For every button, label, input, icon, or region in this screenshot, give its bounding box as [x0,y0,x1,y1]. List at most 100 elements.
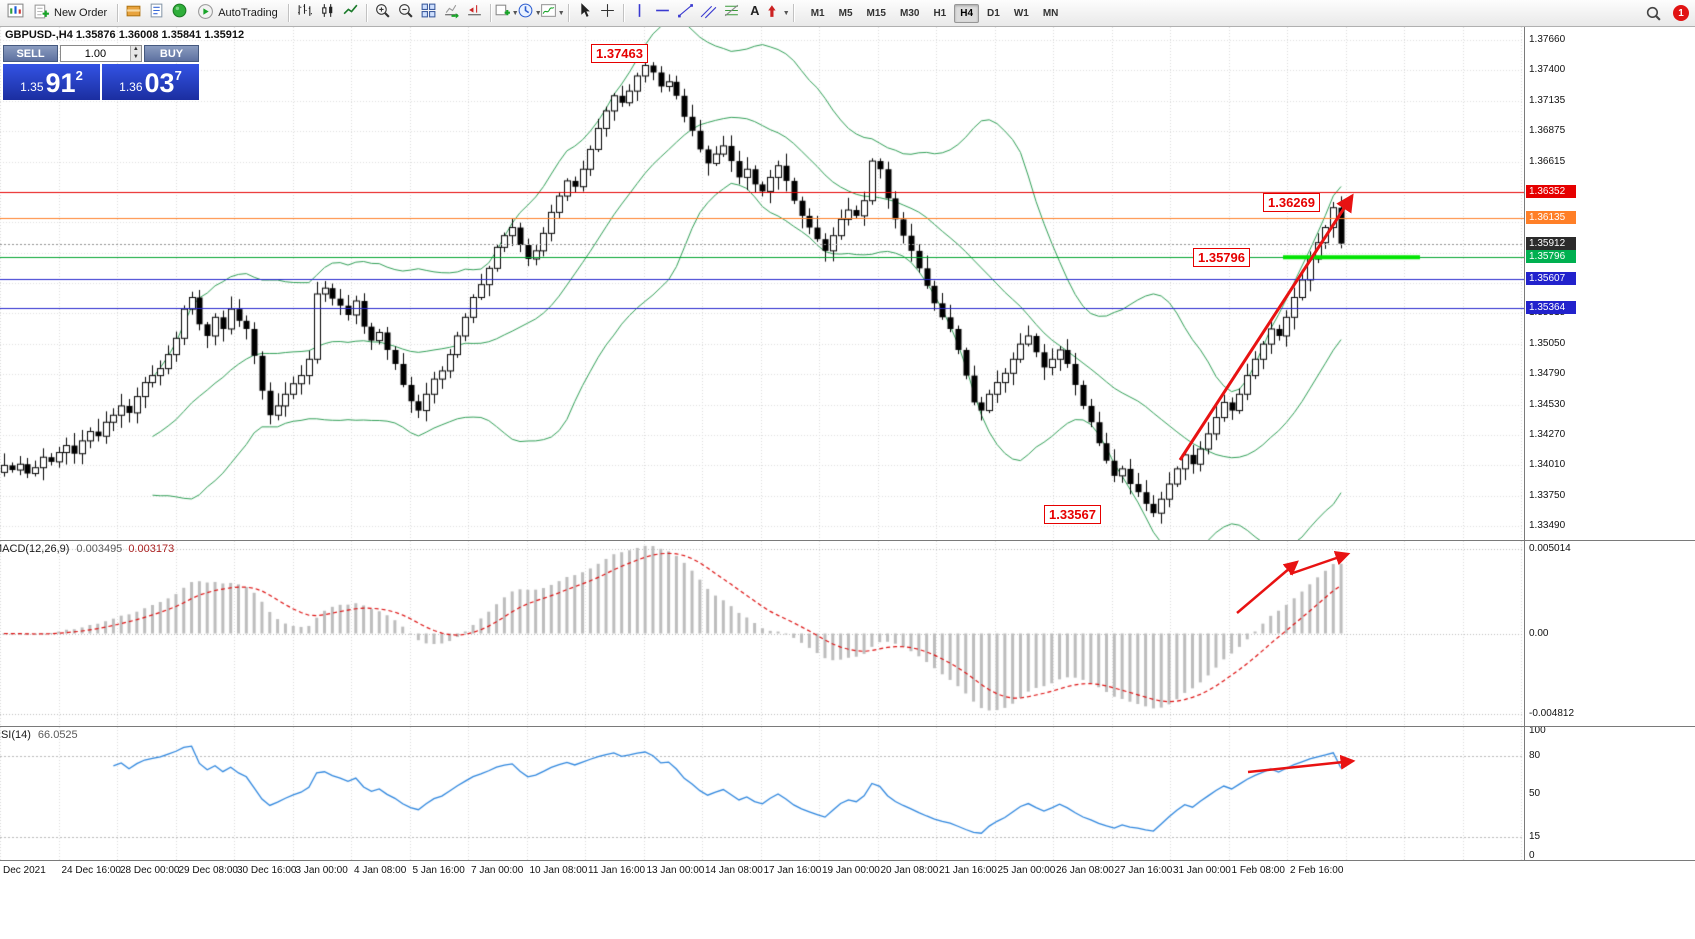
price-axis-label: 1.34530 [1529,398,1566,410]
script-icon [148,2,165,24]
chevron-down-icon: ▼ [557,9,565,17]
autotrading-button[interactable]: AutoTrading [191,2,284,24]
vertical-line-icon[interactable] [628,2,651,24]
price-axis-label: 1.34270 [1529,429,1566,441]
time-axis-label: 28 Dec 00:00 [120,865,180,876]
arrows-icon[interactable]: ▼ [766,2,790,24]
timeframe-m1-button[interactable]: M1 [810,7,825,19]
volume-spinner: ▲ ▼ [129,46,141,61]
price-annotation[interactable]: 1.33567 [1044,505,1101,524]
script-icon[interactable] [145,2,168,24]
buy-button[interactable]: BUY [144,45,199,62]
vertical-line-icon [631,2,648,24]
rsi-pane: RSI(14) 66.0525 [0,727,1524,860]
rsi-name: RSI(14) [0,729,31,741]
autotrading-button-label: AutoTrading [218,7,278,19]
chart-shift-icon[interactable] [463,2,486,24]
rsi-canvas[interactable] [0,727,1524,860]
rsi-value: 66.0525 [37,729,78,741]
zoom-out-icon[interactable] [394,2,417,24]
sell-button[interactable]: SELL [3,45,58,62]
line-chart-icon[interactable] [339,2,362,24]
buy-price-display[interactable]: 1.36 03 7 [102,64,199,100]
volume-field: ▲ ▼ [60,45,142,62]
toolbar: New Order AutoTrading ▼ ▼ ▼ A ▼ M1 M5 M15 M30 H1 H4… [0,0,1695,27]
bar-chart-icon [296,2,313,24]
rsi-axis-label: 100 [1529,725,1546,736]
indicators-button[interactable]: ▼ [540,2,565,24]
candlestick-chart-icon[interactable] [316,2,339,24]
time-axis-label: 5 Jan 16:00 [412,865,465,876]
tile-windows-icon[interactable] [417,2,440,24]
horizontal-line-icon [654,2,671,24]
timeframe-d1-button[interactable]: D1 [987,7,1000,19]
macd-main-value: 0.003495 [76,543,123,555]
zoom-out-icon [397,2,414,24]
timeframe-w1-button[interactable]: W1 [1013,7,1029,19]
timeframe-h1-button[interactable]: H1 [933,7,947,19]
time-axis-label: Dec 2021 [3,865,46,876]
bar-chart-icon[interactable] [293,2,316,24]
volume-input[interactable] [61,46,130,61]
zoom-in-icon[interactable] [371,2,394,24]
time-axis-label: 20 Jan 08:00 [880,865,939,876]
price-axis-label: 1.33490 [1529,520,1566,531]
pane-separator[interactable] [0,540,1695,541]
new-order-button[interactable]: New Order [27,2,113,24]
new-chart-button[interactable]: ▼ [494,2,519,24]
trendline-icon[interactable] [674,2,697,24]
notification-badge[interactable]: 1 [1673,5,1689,21]
auto-scroll-icon[interactable] [440,2,463,24]
time-axis-label: 27 Jan 16:00 [1114,865,1173,876]
market-icon[interactable] [122,2,145,24]
horizontal-line-icon[interactable] [651,2,674,24]
pane-separator[interactable] [0,860,1695,861]
time-axis-label: 1 Feb 08:00 [1231,865,1285,876]
toolbar-separator [622,4,624,22]
volume-up-icon[interactable]: ▲ [129,46,141,54]
main-chart-pane: GBPUSD-,H4 1.35876 1.36008 1.35841 1.359… [0,27,1524,540]
timeframe-m15-button[interactable]: M15 [866,7,886,19]
price-annotation[interactable]: 1.35796 [1193,248,1250,267]
community-icon[interactable] [168,2,191,24]
sell-price-display[interactable]: 1.35 91 2 [3,64,100,100]
main-chart-canvas[interactable] [0,27,1524,540]
time-axis-label: 29 Dec 08:00 [178,865,239,876]
rsi-axis-label: 50 [1529,787,1541,799]
time-axis-label: 2 Feb 16:00 [1290,865,1344,876]
fibonacci-icon[interactable] [720,2,743,24]
new-chart-icon [494,2,511,24]
crosshair-icon[interactable] [596,2,619,24]
svg-text:A: A [750,3,759,18]
timeframe-mn-button[interactable]: MN [1042,7,1059,19]
profiles-button[interactable]: ▼ [517,2,542,24]
price-axis-label: 1.33750 [1529,489,1566,501]
price-axis-label: 1.37660 [1529,33,1566,45]
toolbar-separator [365,4,367,22]
price-badge-135912: 1.35912 [1526,236,1576,250]
toolbar-items: New Order AutoTrading ▼ ▼ ▼ A ▼ [4,2,798,24]
volume-down-icon[interactable]: ▼ [129,53,141,61]
fibonacci-icon [723,2,740,24]
chart-ohlc-header: GBPUSD-,H4 1.35876 1.36008 1.35841 1.359… [5,29,245,41]
time-axis-label: 25 Jan 00:00 [997,865,1056,876]
pane-separator[interactable] [0,726,1695,727]
price-annotation[interactable]: 1.36269 [1263,193,1320,212]
price-badge-136352: 1.36352 [1526,185,1576,199]
search-icon[interactable] [1642,2,1665,24]
timeframe-m30-button[interactable]: M30 [899,7,920,19]
equidistant-channel-icon [700,2,717,24]
price-annotation[interactable]: 1.37463 [591,44,648,63]
profiles-icon [517,2,534,24]
text-icon[interactable]: A [743,2,766,24]
price-axis[interactable] [1524,27,1695,860]
time-axis-label: 13 Jan 00:00 [646,865,705,876]
timeframe-h4-button[interactable]: H4 [954,3,980,23]
macd-canvas[interactable] [0,541,1524,726]
time-axis-label: 10 Jan 08:00 [529,865,588,876]
timeframe-m5-button[interactable]: M5 [838,7,853,19]
equidistant-channel-icon[interactable] [697,2,720,24]
time-axis-label: 26 Jan 08:00 [1056,865,1114,876]
market-icon [125,2,142,24]
cursor-icon[interactable] [573,2,596,24]
